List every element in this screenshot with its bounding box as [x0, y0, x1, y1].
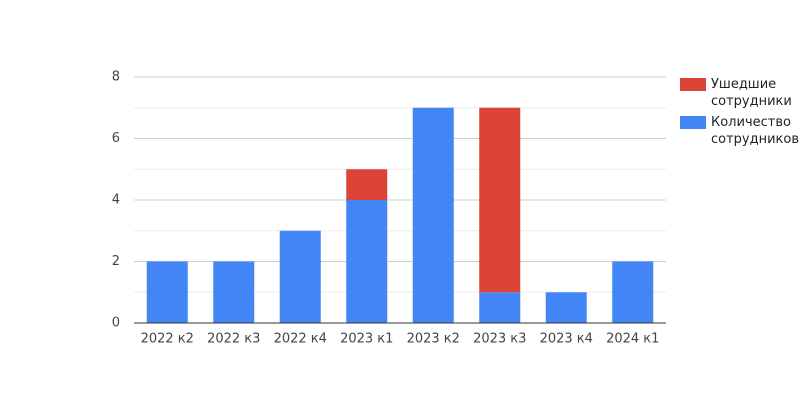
y-tick-label: 6 — [112, 131, 120, 146]
bar-segment — [479, 292, 521, 323]
bar-segment — [612, 261, 654, 323]
legend-swatch — [680, 78, 706, 91]
x-tick-label: 2023 к1 — [340, 332, 393, 347]
x-tick-label: 2023 к4 — [540, 332, 593, 347]
legend-label: Количество сотрудников — [711, 115, 800, 147]
bar-segment — [479, 107, 521, 293]
x-tick-label: 2022 к3 — [207, 332, 260, 347]
y-tick-label: 4 — [112, 193, 120, 208]
x-tick-label: 2023 к3 — [473, 332, 526, 347]
bar-segment — [213, 261, 255, 323]
x-tick-label: 2024 к1 — [606, 332, 659, 347]
legend-item: Количество сотрудников — [680, 114, 800, 148]
bar-segment — [146, 261, 188, 323]
legend-swatch — [680, 116, 706, 129]
x-tick-label: 2022 к2 — [141, 332, 194, 347]
legend-item: Ушедшие сотрудники — [680, 76, 800, 110]
bar-segment — [346, 200, 388, 323]
y-tick-label: 8 — [112, 70, 120, 85]
bar-segment — [346, 169, 388, 200]
y-tick-label: 2 — [112, 254, 120, 269]
x-tick-label: 2023 к2 — [407, 332, 460, 347]
bar-segment — [279, 230, 321, 323]
x-tick-label: 2022 к4 — [274, 332, 327, 347]
legend-label: Ушедшие сотрудники — [711, 77, 792, 109]
bar-segment — [412, 107, 454, 323]
bar-segment — [545, 292, 587, 323]
y-tick-label: 0 — [112, 316, 120, 331]
